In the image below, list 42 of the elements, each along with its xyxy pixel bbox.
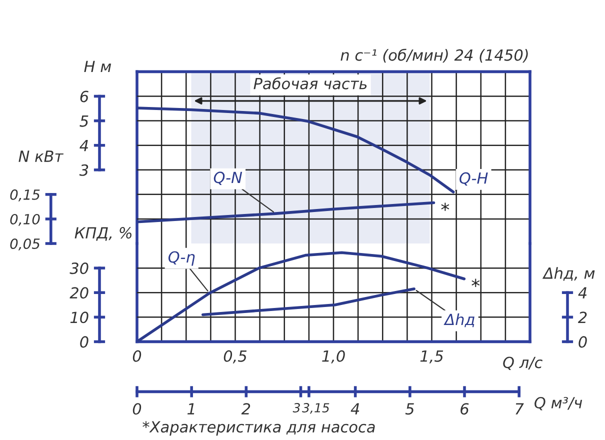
y2-axis-title: Δhд, м [542,267,595,281]
chart-subtitle: n с⁻¹ (об/мин) 24 (1450) [340,48,528,63]
series-label: Q-H [460,172,488,186]
y-tick-label: 0 [80,336,88,348]
y-tick-label: 20 [70,287,88,299]
y2-tick-label: 0,05 [10,238,40,250]
y2-axis-title: N кВт [18,150,64,162]
text: Δhд [444,313,474,328]
x2-axis-title: Q м³/ч [534,396,582,410]
x-tick-label: 1,0 [322,350,345,364]
annotation: * [472,278,480,288]
y-tick-label: 6 [80,90,88,102]
text: Q-η [168,251,195,266]
y-tick-label: 10 [70,312,88,324]
x-tick-label: 0,5 [224,350,247,364]
y-axis-title: КПД, % [74,227,132,241]
y-tick-label: 3 [79,164,88,176]
x-tick-label: 1,5 [420,350,444,364]
x2-tick-label: 5 [405,403,414,415]
y-axis-title: H м [84,60,112,72]
y2-tick-label: 2 [578,312,587,323]
y2-tick-label: 0,10 [10,214,40,226]
y-tick-label: 30 [70,262,88,274]
y2-tick-label: 0 [578,336,587,348]
x2-tick-label: 7 [516,403,524,414]
x2-tick-label: 6 [460,403,469,415]
y-tick-label: 5 [80,115,88,127]
x2-tick-label: 1 [187,403,194,414]
x2-tick-label: 2 [241,403,250,414]
x2-tick-label: 3,15 [302,403,330,414]
y2-tick-label: 4 [578,287,587,298]
x2-tick-label: 4 [350,403,360,414]
y-tick-label: 4 [80,140,88,152]
annotation: * [441,202,450,211]
series-label: Q-N [214,172,242,185]
x2-tick-label: 0 [132,403,142,415]
x2-tick-label: 3 [292,403,300,412]
x-axis-title: Q л/с [503,356,542,370]
text: *Характеристика для насоса [142,421,375,436]
x-tick-label: 0 [132,350,142,362]
band-label: Рабочая часть [254,77,367,90]
y2-tick-label: 0,15 [10,189,40,202]
